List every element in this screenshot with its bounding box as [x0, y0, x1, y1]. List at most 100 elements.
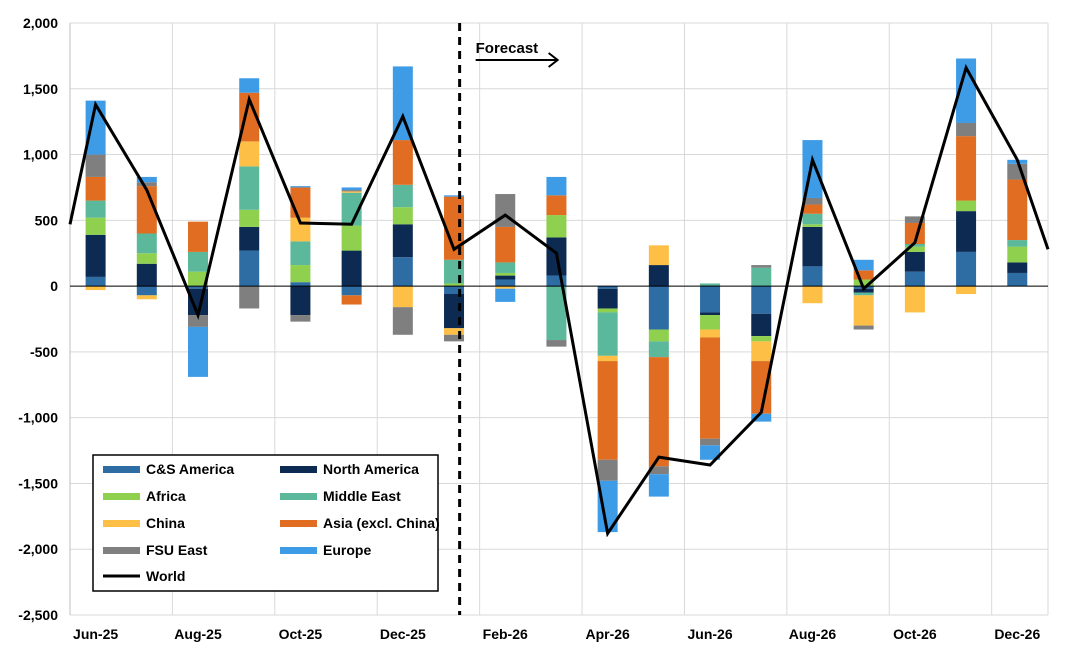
bar-segment-asia-excl-china- — [853, 270, 874, 280]
legend-label-fsu-east: FSU East — [146, 542, 208, 558]
bar-segment-europe — [188, 326, 209, 377]
bar-segment-china — [956, 286, 977, 295]
bar-segment-c-s-america — [904, 271, 925, 287]
bar-segment-asia-excl-china- — [546, 195, 567, 216]
x-tick-label: Dec-25 — [380, 626, 426, 642]
bar-segment-c-s-america — [341, 286, 362, 296]
y-tick-label: -2,000 — [18, 541, 58, 557]
world-line-layer — [68, 63, 1050, 538]
bar-segment-c-s-america — [392, 257, 413, 287]
bar-segment-africa — [188, 271, 209, 287]
bar-segment-c-s-america — [700, 286, 721, 313]
bar-segment-asia-excl-china- — [1007, 179, 1028, 241]
bar-segment-fsu-east — [188, 315, 209, 327]
bar-segment-africa — [904, 246, 925, 252]
bar-segment-fsu-east — [700, 438, 721, 446]
bar-segment-asia-excl-china- — [85, 176, 106, 201]
bar-segment-fsu-east — [546, 340, 567, 347]
legend: C&S America North America Africa Middle Eas… — [92, 454, 440, 592]
x-tick-label: Aug-26 — [789, 626, 837, 642]
bar-segment-c-s-america — [85, 276, 106, 287]
bar-segment-asia-excl-china- — [188, 221, 209, 252]
bar-segment-north-america — [85, 234, 106, 277]
bar-segment-fsu-east — [648, 466, 669, 475]
bar-segment-asia-excl-china- — [239, 92, 260, 142]
y-tick-label: 2,000 — [23, 15, 58, 31]
x-tick-label: Jun-25 — [73, 626, 118, 642]
bar-segment-africa — [956, 200, 977, 212]
y-tick-label: 1,500 — [23, 81, 58, 97]
bar-segment-north-america — [904, 251, 925, 272]
bar-segment-china — [802, 286, 823, 304]
bar-segment-china — [648, 245, 669, 266]
bar-segment-c-s-america — [751, 286, 772, 314]
bar-segment-fsu-east — [751, 265, 772, 268]
bar-segment-europe — [392, 66, 413, 141]
bar-segment-middle-east — [853, 292, 874, 296]
bar-segment-africa — [546, 215, 567, 238]
bar-segment-asia-excl-china- — [956, 136, 977, 201]
bar-segment-north-america — [956, 211, 977, 252]
bar-segment-c-s-america — [546, 275, 567, 287]
bar-segment-north-america — [700, 312, 721, 316]
bar-segment-europe — [751, 413, 772, 422]
y-tick-label: 500 — [35, 212, 59, 228]
legend-swatch-china — [103, 520, 140, 527]
bar-segment-china — [239, 141, 260, 167]
bar-segment-europe — [341, 187, 362, 191]
bar-segment-china — [700, 329, 721, 338]
legend-label-europe: Europe — [323, 542, 371, 558]
legend-label-north-america: North America — [323, 461, 419, 477]
y-tick-label: -1,500 — [18, 475, 58, 491]
bar-segment-africa — [136, 253, 157, 264]
y-axis-labels: 2,000 1,500 1,000 500 0 -500 -1,000 -1,500 -2,00… — [18, 15, 58, 623]
x-tick-label: Apr-26 — [585, 626, 630, 642]
y-tick-label: 0 — [50, 278, 58, 294]
bar-segment-europe — [700, 445, 721, 460]
bar-segment-north-america — [1007, 262, 1028, 273]
bar-segment-c-s-america — [444, 286, 465, 295]
bar-segment-asia-excl-china- — [341, 295, 362, 305]
bar-segment-middle-east — [188, 251, 209, 272]
bar-segment-africa — [802, 224, 823, 227]
bar-segment-africa — [290, 265, 311, 283]
bar-segment-asia-excl-china- — [495, 226, 516, 263]
legend-label-china: China — [146, 515, 185, 531]
y-tick-label: -500 — [30, 344, 58, 360]
world-line — [68, 63, 1050, 538]
bar-segment-north-america — [802, 226, 823, 267]
legend-label-middle-east: Middle East — [323, 488, 401, 504]
legend-swatch-africa — [103, 493, 140, 500]
bar-segment-china — [392, 286, 413, 308]
bar-segment-middle-east — [546, 286, 567, 341]
bar-segment-africa — [751, 336, 772, 342]
bar-segment-china — [904, 286, 925, 313]
x-axis-labels: Jun-25 Aug-25 Oct-25 Dec-25 Feb-26 Apr-26 Jun-… — [73, 626, 1040, 642]
bar-segment-fsu-east — [239, 286, 260, 309]
x-tick-label: Oct-26 — [893, 626, 937, 642]
bar-segment-middle-east — [239, 166, 260, 210]
bar-segment-fsu-east — [444, 334, 465, 342]
bar-segment-asia-excl-china- — [136, 186, 157, 234]
bar-segment-middle-east — [290, 241, 311, 266]
bar-segment-africa — [239, 209, 260, 227]
bar-segment-china — [341, 191, 362, 193]
bar-segment-china — [853, 295, 874, 326]
legend-swatch-c-s-america — [103, 466, 140, 473]
bar-segment-middle-east — [802, 213, 823, 225]
bar-segment-middle-east — [85, 200, 106, 218]
y-tick-label: 1,000 — [23, 147, 58, 163]
axes — [69, 23, 1048, 615]
bar-segment-europe — [290, 186, 311, 188]
bar-segment-europe — [597, 480, 618, 533]
forecast-arrow-head-icon — [548, 52, 560, 68]
bar-segment-middle-east — [648, 341, 669, 358]
legend-swatch-fsu-east — [103, 547, 140, 554]
bar-segment-c-s-america — [1007, 272, 1028, 287]
bar-segment-china — [136, 295, 157, 300]
bar-segment-c-s-america — [136, 286, 157, 296]
bar-segment-china — [597, 355, 618, 362]
legend-swatch-asia-excl-china- — [280, 520, 317, 527]
bar-segment-africa — [1007, 246, 1028, 263]
